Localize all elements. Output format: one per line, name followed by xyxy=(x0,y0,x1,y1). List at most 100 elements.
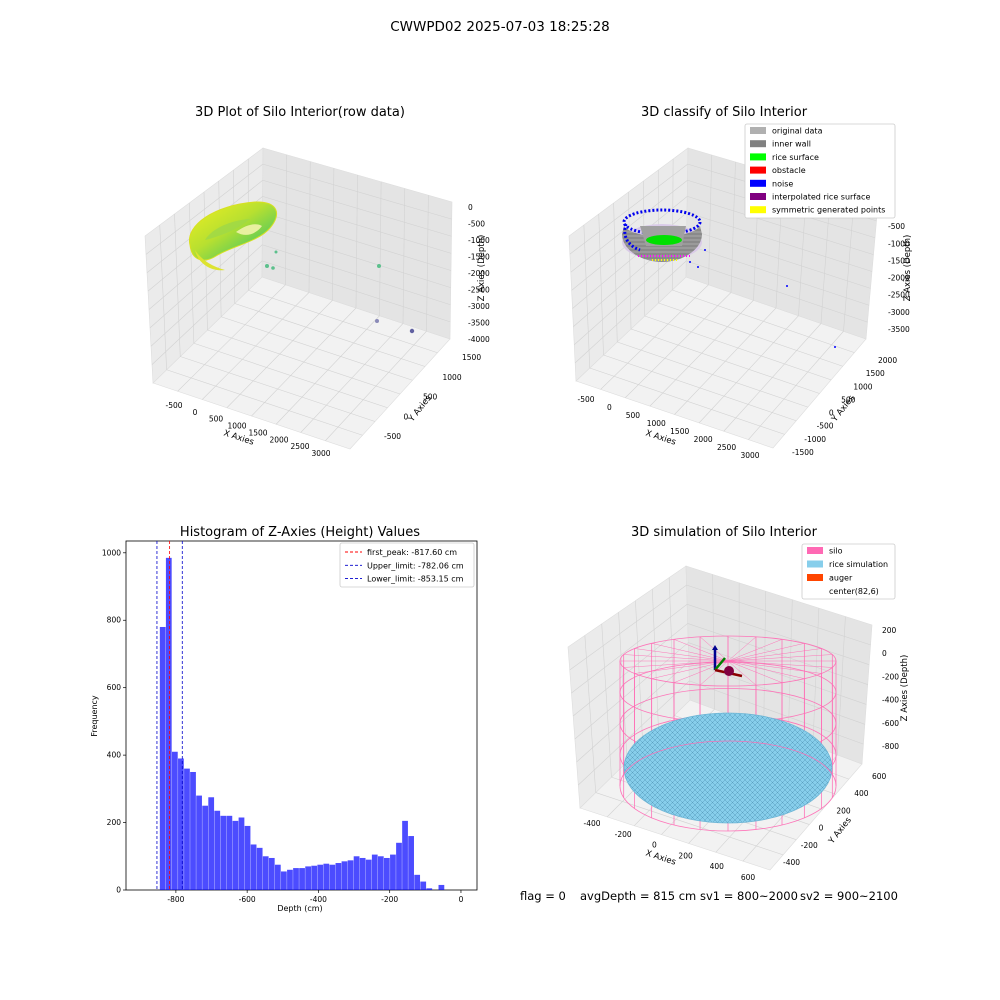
tick-label: 1000 xyxy=(443,373,462,382)
grid-line xyxy=(668,577,675,716)
grid-line xyxy=(618,612,628,762)
silo-lid-spoke xyxy=(727,660,822,674)
histogram-bar xyxy=(438,884,445,890)
histogram-bar xyxy=(335,863,342,890)
tick-label: -1000 xyxy=(888,239,910,248)
tick-label: 500 xyxy=(423,393,438,402)
grid-line xyxy=(251,307,357,417)
legend-label: inner wall xyxy=(772,140,811,149)
histogram-bar xyxy=(353,856,360,890)
legend-label: silo xyxy=(829,547,843,556)
legend-swatch xyxy=(750,206,766,214)
histogram-bar xyxy=(208,797,215,890)
grid-line xyxy=(686,584,871,646)
tick-label: 1500 xyxy=(866,369,885,378)
silo-lid-spoke xyxy=(699,660,729,686)
y-tick-label: 400 xyxy=(107,751,122,760)
tick-label: -500 xyxy=(468,220,485,229)
raw-axes-panes xyxy=(144,147,453,450)
tick-label: -2000 xyxy=(888,274,910,283)
silo-lid-spoke xyxy=(727,660,757,686)
tick-label: 400 xyxy=(710,862,725,871)
grid-line xyxy=(325,331,427,441)
grid-line xyxy=(569,163,688,255)
tick-label: -1000 xyxy=(468,236,490,245)
silo-lid-spoke xyxy=(634,648,729,662)
histogram-bar xyxy=(359,857,366,890)
tick-label: -500 xyxy=(577,395,594,404)
histogram-bar xyxy=(347,860,354,890)
y-tick-label: 0 xyxy=(116,886,121,895)
classify-legend: original data inner wall rice surface obsta… xyxy=(744,123,896,219)
histogram-bar xyxy=(196,795,202,890)
rice-surface xyxy=(623,712,833,824)
legend-label: auger xyxy=(829,574,853,583)
grid-line xyxy=(569,584,687,671)
histogram-xlabel: Depth (cm) xyxy=(277,904,322,913)
grid-line xyxy=(379,181,382,316)
simulation-silo-wireframe xyxy=(619,635,837,832)
grid-line xyxy=(234,303,426,367)
silo-lid-spoke xyxy=(727,654,833,662)
tick-label: -4000 xyxy=(468,335,490,344)
silo-lid-spoke xyxy=(623,654,729,662)
legend-label: rice surface xyxy=(772,153,819,162)
histogram-title: Histogram of Z-Axies (Height) Values xyxy=(180,525,420,540)
grid-line xyxy=(658,302,843,367)
grid-line xyxy=(748,331,844,440)
legend-label: rice simulation xyxy=(829,560,888,569)
legend-label: symmetric generated points xyxy=(772,206,885,215)
tick-label: 1500 xyxy=(670,427,689,436)
histogram-bar xyxy=(226,815,233,890)
tick-label: 400 xyxy=(854,789,869,798)
legend-label: original data xyxy=(772,127,823,136)
axis-label: Z Axies (Depth) xyxy=(477,235,487,302)
grid-line xyxy=(262,196,452,254)
figure-title: CWWPD02 2025-07-03 18:25:28 xyxy=(390,19,610,35)
histogram-bar xyxy=(281,871,287,890)
tick-label: 500 xyxy=(841,395,856,404)
grid-line xyxy=(570,180,688,273)
y-tick-label: 200 xyxy=(107,818,122,827)
tick-label: 0 xyxy=(829,409,834,418)
silo-lid-spoke xyxy=(727,639,783,662)
tick-label: 200 xyxy=(882,626,897,635)
tick-label: 0 xyxy=(468,203,473,212)
tick-label: 3000 xyxy=(311,449,330,458)
grid-line xyxy=(203,191,208,331)
panel-histogram: Histogram of Z-Axies (Height) Values -80… xyxy=(90,525,478,913)
grid-line xyxy=(595,792,784,856)
legend-swatch xyxy=(750,153,766,161)
grid-line xyxy=(687,604,870,665)
histogram-bar xyxy=(402,820,408,890)
legend-swatch xyxy=(750,166,766,174)
tick-label: 1000 xyxy=(853,382,872,391)
tick-label: 2000 xyxy=(878,356,897,365)
grid-line xyxy=(262,179,452,237)
tick-label: -200 xyxy=(882,672,899,681)
histogram-bar xyxy=(420,881,427,890)
simulation-legend: silo rice simulation auger center(82,6) xyxy=(801,543,896,600)
x-tick-label: -400 xyxy=(310,895,327,904)
grid-line xyxy=(248,289,438,354)
tick-label: -500 xyxy=(384,432,401,441)
grid-line xyxy=(576,661,690,763)
status-flag: flag = 0 xyxy=(520,889,566,903)
silo-lid-spoke xyxy=(727,660,833,668)
tick-label: -3500 xyxy=(888,325,910,334)
legend-label: first_peak: -817.60 cm xyxy=(367,548,457,557)
histogram-bar xyxy=(305,866,311,890)
tick-label: 600 xyxy=(872,772,887,781)
tick-label: 600 xyxy=(741,873,756,882)
histogram-bar xyxy=(287,869,293,890)
silo-lid-spoke xyxy=(623,660,729,668)
tick-label: -2000 xyxy=(468,269,490,278)
histogram-bar xyxy=(238,817,245,890)
tick-label: 0 xyxy=(607,403,612,412)
grid-line xyxy=(635,600,644,747)
axis-label: Y Axies xyxy=(406,393,434,425)
tick-label: -1500 xyxy=(792,448,814,457)
status-sv1: sv1 = 800~2000 xyxy=(700,889,798,903)
histogram-bar xyxy=(293,868,299,890)
